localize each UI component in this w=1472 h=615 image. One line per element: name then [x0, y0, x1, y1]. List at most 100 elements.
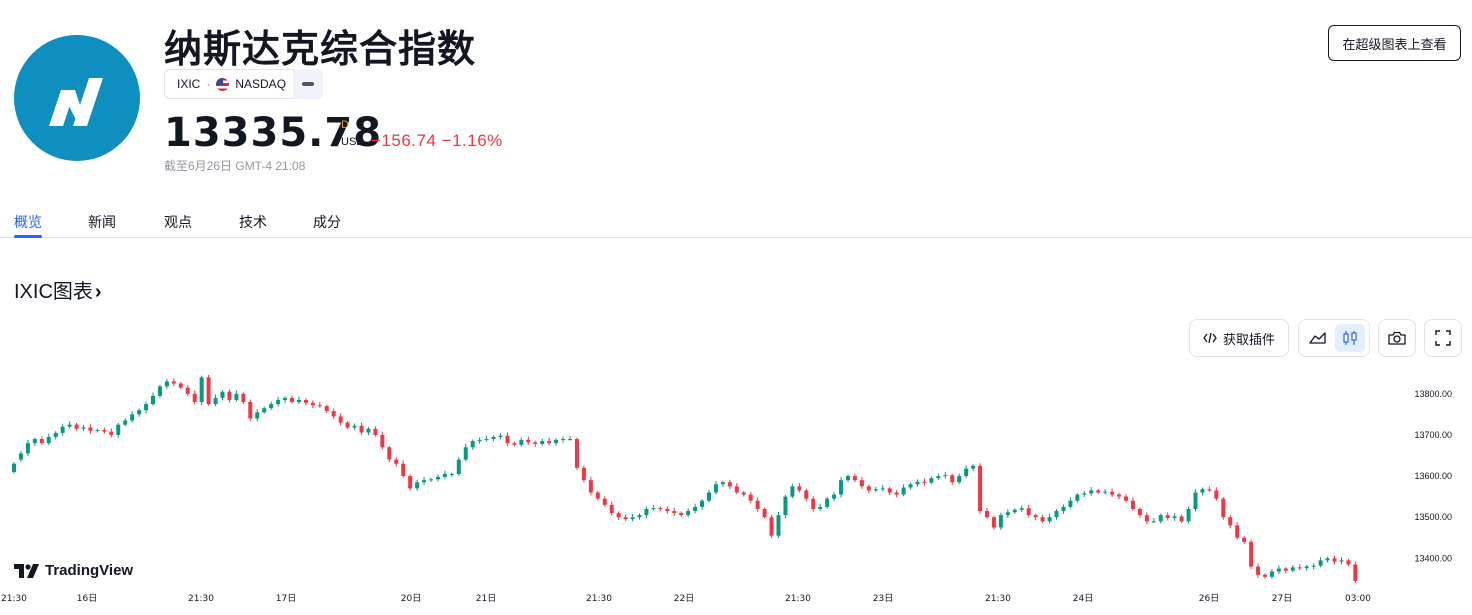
- candle-body: [922, 481, 927, 483]
- candle-body: [12, 463, 16, 472]
- get-widget-button[interactable]: 获取插件: [1189, 319, 1289, 357]
- fullscreen-button[interactable]: [1424, 319, 1462, 357]
- minus-icon: [302, 82, 314, 86]
- candlestick-chart[interactable]: 13800.00 13700.00 13600.00 13500.00 13400.00…: [0, 365, 1472, 615]
- candle-body: [1200, 489, 1205, 493]
- candle-body: [1075, 494, 1080, 501]
- x-tick-label: 17日: [276, 593, 296, 604]
- candle-body: [964, 468, 969, 477]
- active-tab-indicator: [14, 235, 42, 238]
- candle-body: [1158, 515, 1163, 522]
- area-chart-icon: [1309, 332, 1326, 344]
- candle-body: [1276, 568, 1281, 572]
- candle-body: [1005, 512, 1010, 516]
- candle-body: [554, 439, 559, 444]
- tab-components[interactable]: 成分: [313, 214, 341, 230]
- snapshot-button[interactable]: [1378, 319, 1416, 357]
- candle-body: [1339, 560, 1344, 562]
- candle-body: [1068, 500, 1073, 507]
- candle-body: [1186, 508, 1191, 522]
- candle-body: [1033, 515, 1038, 518]
- x-tick-label: 21:30: [188, 594, 214, 604]
- candle-body: [727, 482, 732, 487]
- candle-body: [1325, 558, 1330, 561]
- candle-body: [1040, 517, 1045, 522]
- as-of-timestamp: 截至6月26日 GMT-4 21:08: [164, 159, 306, 173]
- candle-body: [484, 439, 489, 441]
- candle-body: [804, 490, 809, 499]
- chart-section-title[interactable]: IXIC图表 ›: [14, 275, 102, 304]
- candle-body: [1082, 493, 1087, 495]
- candle-body: [790, 486, 795, 497]
- candle-body: [1228, 517, 1233, 526]
- candle-body: [1061, 506, 1066, 512]
- candle-body: [1263, 574, 1267, 577]
- tab-ideas[interactable]: 观点: [164, 214, 192, 230]
- candle-body: [1089, 490, 1094, 494]
- candle-body: [526, 439, 531, 443]
- candle-body: [1297, 567, 1302, 569]
- tab-technicals[interactable]: 技术: [239, 214, 267, 230]
- symbol-label: IXIC: [177, 77, 201, 91]
- candle-body: [422, 480, 427, 483]
- x-tick-label: 21:30: [586, 594, 612, 604]
- y-tick-label: 13800.00: [1414, 389, 1452, 399]
- candle-body: [359, 425, 364, 433]
- candle-body: [255, 412, 260, 419]
- candle-body: [936, 476, 941, 479]
- candle-body: [67, 424, 72, 427]
- x-tick-label: 21:30: [985, 594, 1011, 604]
- candle-body: [748, 494, 753, 501]
- tab-news[interactable]: 新闻: [88, 214, 116, 230]
- y-tick-label: 13400.00: [1414, 553, 1452, 563]
- candle-body: [651, 508, 656, 510]
- candle-body: [234, 393, 239, 400]
- candle-body: [352, 425, 357, 428]
- candle-body: [630, 517, 635, 520]
- market-status-button[interactable]: [293, 69, 323, 99]
- last-price: 13335.78: [164, 110, 383, 156]
- candle-body: [894, 492, 899, 495]
- candle-body: [665, 508, 670, 512]
- candle-body: [880, 488, 885, 490]
- symbol-chip[interactable]: IXIC · NASDAQ: [164, 69, 300, 99]
- price-currency: USD: [341, 136, 365, 148]
- candle-body: [700, 500, 705, 507]
- candle-body: [846, 476, 850, 481]
- price-change: −156.74 −1.16%: [371, 131, 503, 150]
- x-tick-label: 23日: [873, 593, 893, 604]
- fullscreen-icon: [1435, 330, 1451, 346]
- y-tick-label: 13600.00: [1414, 471, 1452, 481]
- area-chart-button[interactable]: [1303, 324, 1333, 352]
- candle-body: [540, 441, 545, 444]
- candle-body: [1304, 566, 1309, 569]
- tab-overview[interactable]: 概览: [14, 214, 42, 230]
- candle-body: [783, 496, 788, 516]
- candle-body: [477, 439, 482, 442]
- tradingview-logo[interactable]: TradingView: [14, 562, 133, 579]
- candle-body: [303, 399, 308, 403]
- candle-body: [1283, 568, 1288, 571]
- candle-body: [1130, 500, 1135, 509]
- view-super-chart-button[interactable]: 在超级图表上查看: [1328, 25, 1461, 61]
- price-flag: D: [341, 119, 349, 131]
- candle-body: [435, 476, 440, 480]
- candle-body: [533, 442, 538, 444]
- candle-body: [957, 476, 962, 483]
- candle-body: [144, 404, 149, 411]
- candle-body: [1012, 509, 1017, 513]
- exchange-label: NASDAQ: [235, 77, 287, 91]
- x-tick-label: 03:00: [1345, 594, 1371, 604]
- candle-body: [720, 482, 725, 485]
- chevron-right-icon: ›: [94, 281, 102, 303]
- candle-body: [366, 428, 371, 433]
- x-tick-label: 20日: [401, 593, 421, 604]
- chart-style-toggle: [1298, 319, 1370, 357]
- candle-body: [220, 391, 225, 398]
- candle-body: [296, 399, 301, 403]
- candlestick-button[interactable]: [1335, 324, 1365, 352]
- x-tick-label: 27日: [1272, 593, 1292, 604]
- candle-body: [178, 383, 183, 388]
- candle-body: [1124, 496, 1128, 501]
- candle-body: [1318, 560, 1323, 566]
